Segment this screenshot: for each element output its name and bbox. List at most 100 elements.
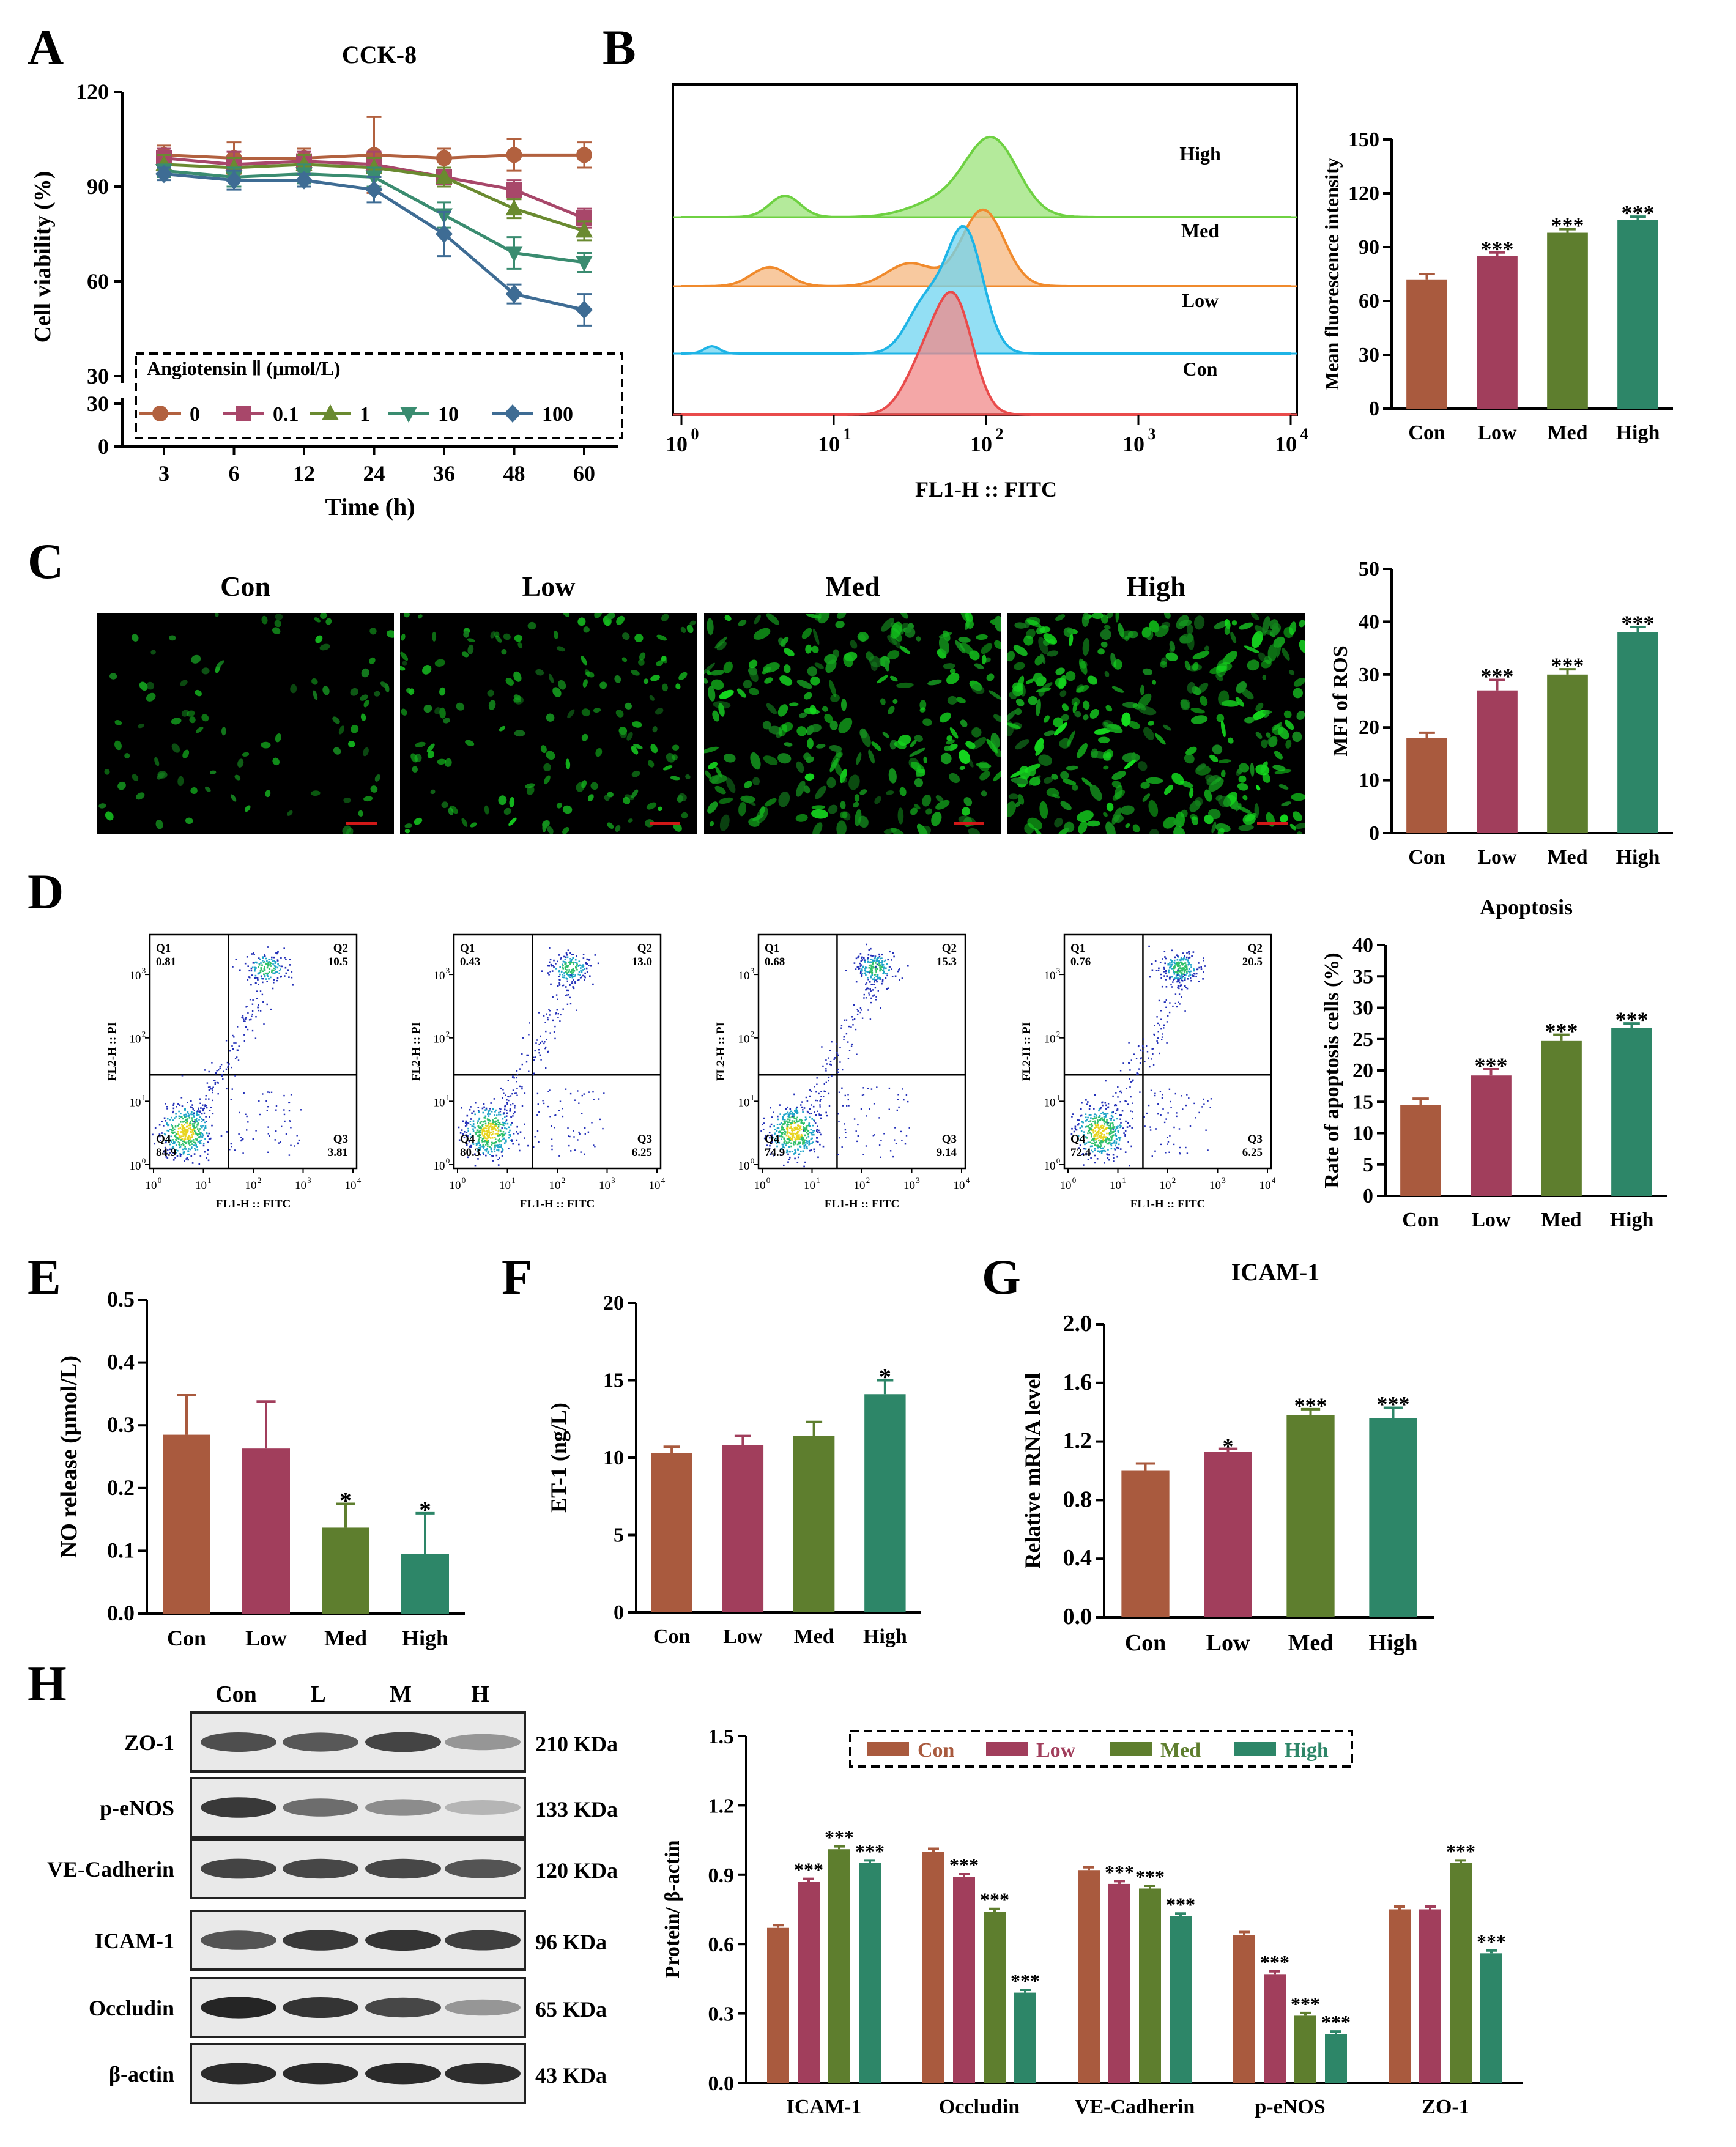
cell xyxy=(714,636,727,649)
scatter-point xyxy=(1120,1125,1122,1127)
cell xyxy=(1026,619,1042,628)
scatter-point xyxy=(1105,1139,1107,1141)
scatter-point xyxy=(565,1088,567,1090)
scatter-point xyxy=(1122,1127,1124,1129)
x-tick-label: 36 xyxy=(433,461,455,486)
scatter-point xyxy=(533,1146,535,1148)
scatter-point xyxy=(252,999,254,1001)
scatter-x-label: FL1-H :: FITC xyxy=(216,1198,291,1211)
cell xyxy=(514,730,525,737)
scatter-point xyxy=(1098,1145,1100,1148)
scatter-point xyxy=(199,1111,201,1113)
cell xyxy=(707,801,718,814)
cell xyxy=(1111,686,1124,693)
scatter-point xyxy=(871,968,873,970)
scatter-point xyxy=(872,995,874,997)
scatter-point xyxy=(481,1133,483,1135)
scatter-point xyxy=(205,1116,207,1118)
scatter-point xyxy=(170,1129,172,1131)
scatter-point xyxy=(787,1129,789,1131)
scatter-point xyxy=(1169,966,1171,968)
scatter-point xyxy=(1107,1113,1109,1115)
scatter-point xyxy=(559,1100,562,1102)
scatter-point xyxy=(172,1127,174,1129)
scatter-point xyxy=(867,1009,869,1011)
scatter-point xyxy=(246,1129,248,1131)
cell xyxy=(1238,825,1254,831)
scatter-point xyxy=(202,1125,204,1127)
blot-band xyxy=(445,2063,521,2085)
cell xyxy=(1225,619,1231,629)
scatter-point xyxy=(567,1127,569,1129)
blot-row-label: VE-Cadherin xyxy=(46,1857,174,1882)
scatter-point xyxy=(578,1131,580,1133)
cell xyxy=(333,747,341,755)
bar-con xyxy=(651,1453,692,1612)
scatter-point xyxy=(793,1093,795,1096)
cell xyxy=(542,821,547,832)
scatter-point xyxy=(491,1144,493,1146)
scatter-point xyxy=(516,1131,517,1133)
cell xyxy=(1076,685,1089,693)
cell xyxy=(1055,677,1067,688)
scatter-point xyxy=(786,1132,788,1135)
scatter-point xyxy=(1198,1111,1200,1114)
cell xyxy=(753,628,771,640)
cell xyxy=(719,689,734,699)
scatter-point xyxy=(274,962,276,964)
scatter-point xyxy=(598,1098,600,1100)
y-tick-label: 50 xyxy=(1359,558,1379,580)
cell xyxy=(704,662,715,675)
scatter-point xyxy=(845,1132,847,1133)
scatter-point xyxy=(184,1138,187,1140)
scatter-point xyxy=(1132,1118,1133,1120)
scatter-point xyxy=(172,1146,174,1148)
scatter-point xyxy=(480,1136,482,1138)
cell xyxy=(762,721,771,730)
scatter-point xyxy=(885,977,887,979)
scatter-point xyxy=(861,956,863,959)
scatter-point xyxy=(528,1034,530,1036)
x-axis-label: Time (h) xyxy=(325,493,415,521)
y-tick-label: 10 xyxy=(738,1096,750,1109)
scatter-point xyxy=(550,983,552,985)
scatter-point xyxy=(499,1122,500,1125)
scatter-point xyxy=(584,972,586,974)
cell xyxy=(1179,635,1188,644)
scatter-point xyxy=(270,959,273,960)
blot-band xyxy=(201,1858,276,1879)
bar-low xyxy=(1477,256,1518,409)
cell xyxy=(1192,651,1210,659)
bar-low xyxy=(1471,1075,1512,1196)
scatter-point xyxy=(533,1056,535,1058)
cell xyxy=(887,635,897,645)
scatter-point xyxy=(243,1020,245,1022)
scatter-point xyxy=(180,1097,183,1099)
scatter-point xyxy=(873,960,875,962)
scatter-point xyxy=(1110,1114,1113,1117)
scatter-point xyxy=(236,1056,238,1058)
cell xyxy=(410,753,418,763)
y-tick-label: 10 xyxy=(1044,1096,1056,1109)
quadrant-name: Q4 xyxy=(1070,1133,1086,1146)
scatter-point xyxy=(494,1145,496,1147)
scatter-point xyxy=(1170,965,1172,968)
scatter-point xyxy=(511,1093,513,1095)
cell xyxy=(880,698,886,705)
scatter-point xyxy=(867,971,869,973)
scatter-point xyxy=(1110,1123,1111,1125)
scatter-point xyxy=(878,960,880,962)
scatter-point xyxy=(1154,1092,1156,1094)
scatter-point xyxy=(171,1147,174,1149)
scatter-point xyxy=(1156,1040,1158,1042)
x-tick-label: 10 xyxy=(970,432,992,456)
scatter-point xyxy=(899,968,900,970)
scatter-point xyxy=(878,953,880,955)
scatter-point xyxy=(1080,1138,1081,1140)
scatter-point xyxy=(262,1001,264,1003)
scatter-point xyxy=(281,965,283,968)
legend-label: Med xyxy=(1160,1739,1201,1762)
scatter-point xyxy=(547,1091,549,1092)
cell xyxy=(526,785,535,795)
scatter-point xyxy=(794,1157,796,1160)
